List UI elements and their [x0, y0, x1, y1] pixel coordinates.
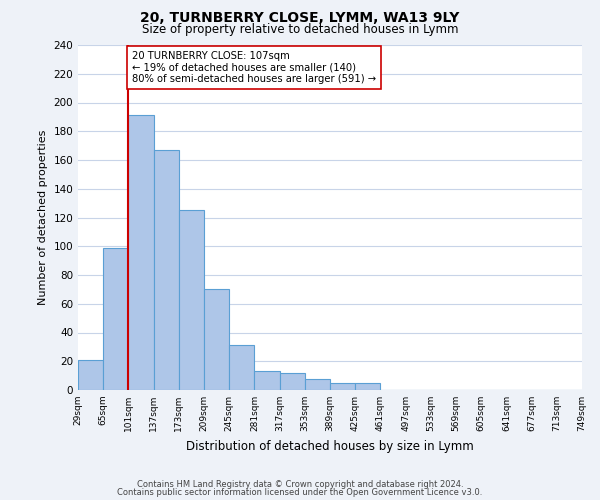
X-axis label: Distribution of detached houses by size in Lymm: Distribution of detached houses by size … — [186, 440, 474, 452]
Y-axis label: Number of detached properties: Number of detached properties — [38, 130, 48, 305]
Bar — [179, 210, 204, 390]
Bar — [103, 248, 128, 390]
Text: 20 TURNBERRY CLOSE: 107sqm
← 19% of detached houses are smaller (140)
80% of sem: 20 TURNBERRY CLOSE: 107sqm ← 19% of deta… — [132, 51, 376, 84]
Bar — [154, 150, 179, 390]
Bar — [330, 383, 355, 390]
Bar — [78, 360, 103, 390]
Text: Contains public sector information licensed under the Open Government Licence v3: Contains public sector information licen… — [118, 488, 482, 497]
Bar — [204, 290, 229, 390]
Bar — [305, 378, 330, 390]
Bar — [280, 373, 305, 390]
Bar — [254, 372, 280, 390]
Bar — [355, 383, 380, 390]
Text: 20, TURNBERRY CLOSE, LYMM, WA13 9LY: 20, TURNBERRY CLOSE, LYMM, WA13 9LY — [140, 12, 460, 26]
Bar — [229, 346, 254, 390]
Bar — [128, 116, 154, 390]
Text: Size of property relative to detached houses in Lymm: Size of property relative to detached ho… — [142, 22, 458, 36]
Text: Contains HM Land Registry data © Crown copyright and database right 2024.: Contains HM Land Registry data © Crown c… — [137, 480, 463, 489]
